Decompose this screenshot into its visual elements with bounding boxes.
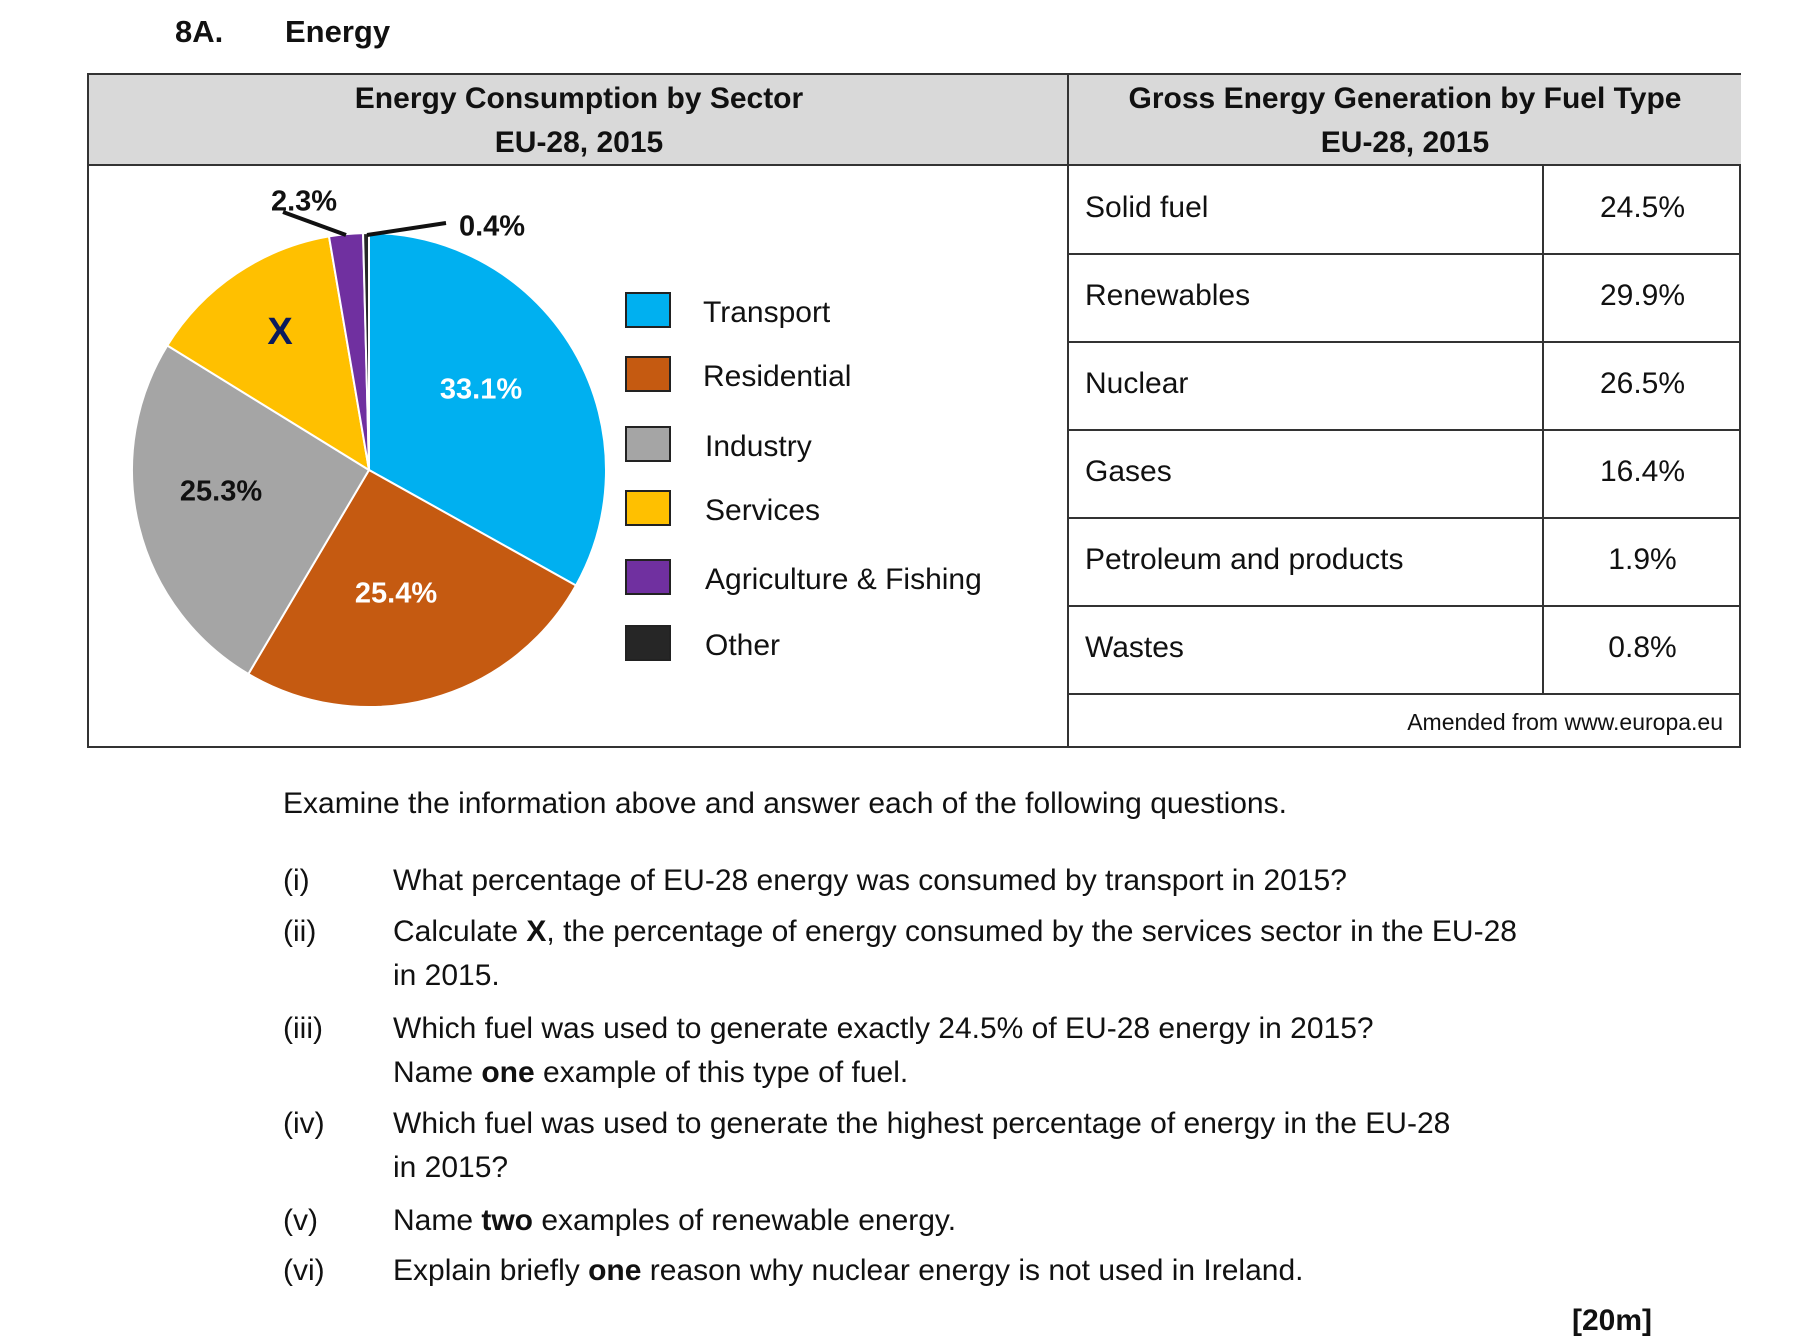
table-row: Gases 16.4% (1069, 430, 1741, 519)
emphasis: one (588, 1254, 642, 1287)
table-row: Petroleum and products 1.9% (1069, 518, 1741, 607)
question-text: Explain briefly one reason why nuclear e… (393, 1256, 1304, 1286)
question-text: Which fuel was used to generate the high… (393, 1107, 1451, 1140)
emphasis: one (481, 1056, 535, 1089)
question-text-part: , the percentage of energy consumed by t… (546, 915, 1517, 948)
legend-swatch (625, 490, 671, 526)
data-panel: Energy Consumption by Sector EU-28, 2015… (87, 73, 1741, 748)
question-title: Energy (285, 14, 391, 49)
pie-slice-services (165, 235, 371, 473)
right-panel-subtitle: EU-28, 2015 (1320, 126, 1490, 159)
question-number: (i) (283, 864, 310, 897)
legend-swatch (625, 356, 671, 392)
left-panel-subtitle: EU-28, 2015 (494, 126, 664, 159)
pie-slice-industry (131, 344, 371, 676)
question-text-part: Explain briefly (393, 1254, 589, 1287)
right-panel-header: Gross Energy Generation by Fuel Type EU-… (1069, 75, 1741, 166)
question-text-part: Name (393, 1056, 482, 1089)
question-text-part: Calculate (393, 915, 527, 948)
left-panel-header: Energy Consumption by Sector EU-28, 2015 (89, 75, 1069, 166)
row-divider (1069, 253, 1741, 255)
row-divider (1069, 605, 1741, 607)
question-number: (iii) (283, 1012, 323, 1045)
leader-line (282, 210, 347, 237)
legend-label: Residential (703, 360, 852, 393)
question-text-part: Name (393, 1204, 482, 1237)
data-label: 2.3% (271, 186, 337, 218)
row-divider (1069, 341, 1741, 343)
data-label: X (267, 311, 293, 353)
legend-swatch (625, 292, 671, 328)
question-text: Which fuel was used to generate exactly … (393, 1012, 1374, 1045)
row-divider (1069, 693, 1741, 695)
data-label: 25.4% (355, 578, 437, 610)
pie-slice-transport (368, 231, 607, 587)
legend-label: Industry (705, 430, 812, 463)
data-label: 25.3% (180, 476, 262, 508)
question-text-part: examples of renewable energy. (533, 1204, 957, 1237)
data-label: 0.4% (459, 211, 525, 243)
question-text: Name one example of this type of fuel. (393, 1058, 908, 1088)
left-panel-title: Energy Consumption by Sector (354, 82, 804, 115)
legend-swatch (625, 559, 671, 595)
pie-chart: 33.1% 25.4% 25.3% X 2.3% 0.4% (131, 186, 607, 708)
legend-label: Other (705, 629, 781, 662)
fuel-name: Nuclear (1085, 367, 1189, 400)
legend-label: Services (705, 494, 821, 527)
question-number: 8A. (175, 14, 224, 49)
fuel-value: 26.5% (1599, 367, 1686, 400)
legend-label: Agriculture & Fishing (705, 563, 982, 596)
fuel-value: 16.4% (1599, 455, 1686, 488)
question-text: Calculate X, the percentage of energy co… (393, 917, 1517, 947)
fuel-value: 29.9% (1599, 279, 1686, 312)
marks: [20m] (1571, 1304, 1652, 1337)
fuel-name: Renewables (1085, 279, 1251, 312)
question-number: (iv) (283, 1107, 325, 1140)
leader-line (366, 221, 447, 237)
question-text: What percentage of EU-28 energy was cons… (393, 864, 1347, 897)
question-number: (vi) (283, 1254, 325, 1287)
fuel-name: Solid fuel (1085, 191, 1209, 224)
question-text-part: reason why nuclear energy is not used in… (641, 1254, 1304, 1287)
right-panel-title: Gross Energy Generation by Fuel Type (1128, 82, 1682, 115)
instructions: Examine the information above and answer… (283, 787, 1287, 820)
legend-label: Transport (703, 296, 831, 329)
fuel-name: Petroleum and products (1085, 543, 1404, 576)
fuel-value: 24.5% (1599, 191, 1686, 224)
panel-divider (1067, 75, 1069, 748)
row-divider (1069, 517, 1741, 519)
question-text: in 2015. (393, 959, 500, 992)
table-row: Renewables 29.9% (1069, 254, 1741, 343)
table-row: Wastes 0.8% (1069, 606, 1741, 695)
fuel-name: Wastes (1085, 631, 1184, 664)
pie-slice-residential (246, 468, 578, 708)
emphasis: X (526, 915, 547, 948)
source-note: Amended from www.europa.eu (1407, 709, 1723, 735)
legend-swatch (625, 625, 671, 661)
data-label: 33.1% (440, 374, 522, 406)
emphasis: two (481, 1204, 534, 1237)
table-row: Solid fuel 24.5% (1069, 166, 1741, 255)
question-number: (ii) (283, 915, 317, 948)
fuel-value: 0.8% (1608, 631, 1677, 664)
question-text: in 2015? (393, 1151, 509, 1184)
question-number: (v) (283, 1204, 318, 1237)
table-row: Nuclear 26.5% (1069, 342, 1741, 431)
column-divider (1542, 166, 1544, 694)
fuel-name: Gases (1085, 455, 1172, 488)
question-text-part: example of this type of fuel. (534, 1056, 909, 1089)
row-divider (1069, 429, 1741, 431)
fuel-value: 1.9% (1608, 543, 1677, 576)
question-text: Name two examples of renewable energy. (393, 1206, 956, 1236)
legend-swatch (625, 426, 671, 462)
